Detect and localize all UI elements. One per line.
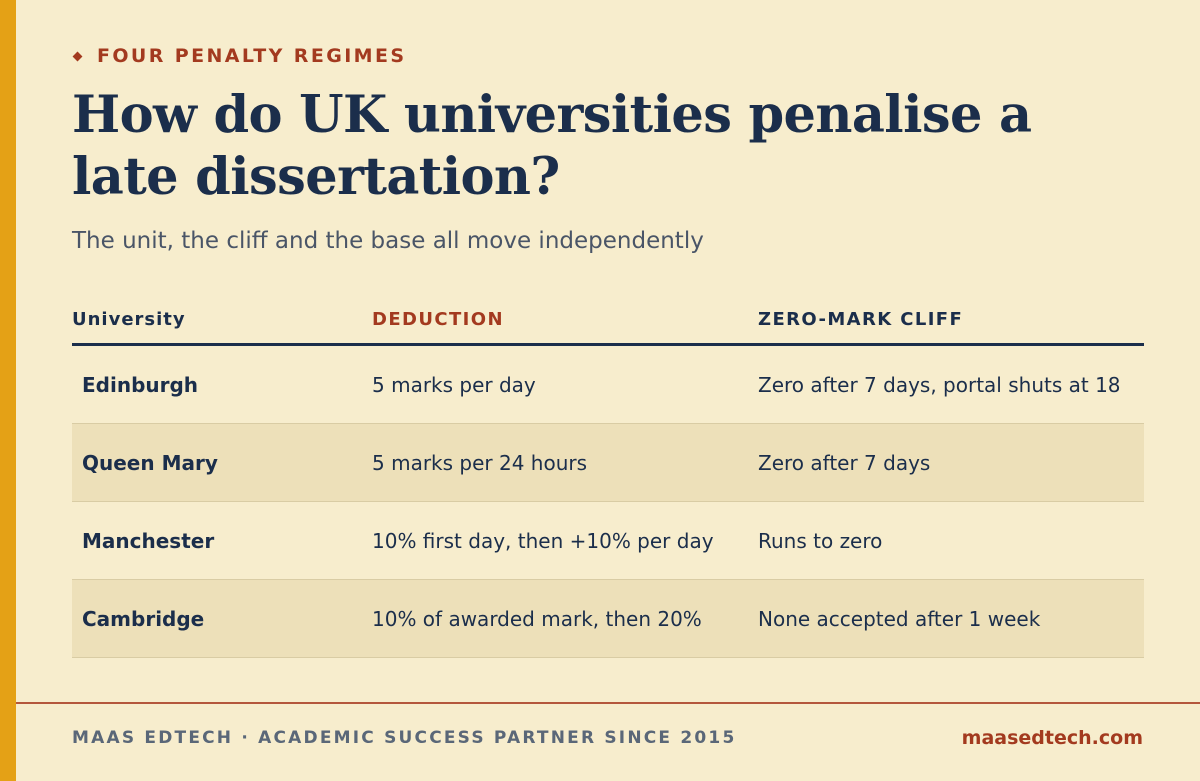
cell-zero-mark-cliff: Zero after 7 days	[758, 450, 931, 475]
cell-university: Queen Mary	[82, 450, 218, 475]
cell-deduction: 10% first day, then +10% per day	[372, 528, 714, 553]
cell-university: Manchester	[82, 528, 215, 553]
eyebrow: FOUR PENALTY REGIMES	[72, 44, 406, 68]
cell-deduction: 10% of awarded mark, then 20%	[372, 606, 702, 631]
footer-brand: MAAS EDTECH · ACADEMIC SUCCESS PARTNER S…	[72, 728, 737, 748]
eyebrow-label: FOUR PENALTY REGIMES	[97, 45, 407, 67]
header-university: University	[72, 308, 186, 330]
table-header: University DEDUCTION ZERO-MARK CLIFF	[72, 295, 1144, 346]
diamond-icon	[72, 51, 83, 61]
cell-university: Cambridge	[82, 606, 205, 631]
cell-zero-mark-cliff: None accepted after 1 week	[758, 606, 1041, 631]
cell-deduction: 5 marks per day	[372, 372, 536, 397]
cell-university: Edinburgh	[82, 372, 199, 397]
header-zero-mark-cliff: ZERO-MARK CLIFF	[758, 308, 964, 330]
footer-url: maasedtech.com	[961, 727, 1143, 749]
cell-zero-mark-cliff: Zero after 7 days, portal shuts at 18	[758, 372, 1121, 397]
accent-bar	[0, 0, 16, 781]
table-row: Queen Mary 5 marks per 24 hours Zero aft…	[72, 424, 1144, 502]
page-title: How do UK universities penalise a late d…	[72, 85, 1032, 207]
table-row: Edinburgh 5 marks per day Zero after 7 d…	[72, 346, 1144, 424]
page-subtitle: The unit, the cliff and the base all mov…	[72, 228, 704, 254]
cell-zero-mark-cliff: Runs to zero	[758, 528, 883, 553]
header-deduction: DEDUCTION	[372, 308, 504, 330]
cell-deduction: 5 marks per 24 hours	[372, 450, 588, 475]
penalty-table: University DEDUCTION ZERO-MARK CLIFF Edi…	[72, 295, 1144, 658]
footer-divider	[16, 702, 1200, 704]
table-row: Manchester 10% first day, then +10% per …	[72, 502, 1144, 580]
table-row: Cambridge 10% of awarded mark, then 20% …	[72, 580, 1144, 658]
